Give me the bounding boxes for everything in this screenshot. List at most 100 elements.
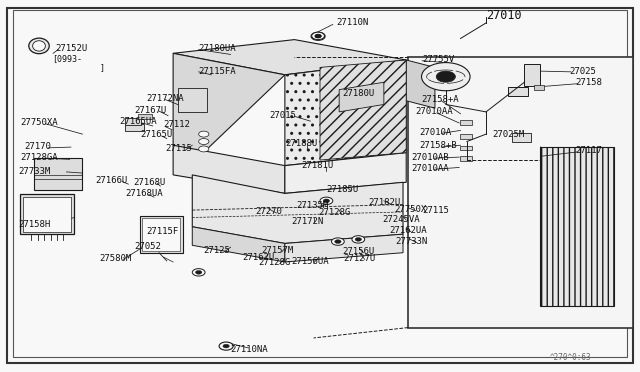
Text: 27156UA: 27156UA: [291, 257, 329, 266]
Text: 27128G: 27128G: [319, 208, 351, 217]
Bar: [534, 85, 543, 90]
Ellipse shape: [29, 38, 49, 54]
Text: 27010A: 27010A: [420, 128, 452, 137]
Text: 27115: 27115: [422, 206, 449, 215]
Circle shape: [195, 270, 202, 274]
Text: 27180U: 27180U: [342, 89, 374, 98]
Text: 27182U: 27182U: [368, 198, 400, 207]
Text: 27157M: 27157M: [261, 246, 294, 255]
Text: 27170: 27170: [24, 142, 51, 151]
Text: 27010AA: 27010AA: [412, 164, 449, 173]
Text: 27158+A: 27158+A: [421, 95, 458, 104]
Text: [0993-: [0993-: [52, 54, 82, 62]
Bar: [524, 64, 540, 86]
Text: 27010AA: 27010AA: [416, 108, 453, 116]
Polygon shape: [285, 234, 403, 262]
Text: 27015: 27015: [269, 111, 296, 120]
Text: 27168U: 27168U: [134, 178, 166, 187]
Text: 27165UA: 27165UA: [119, 118, 156, 126]
Text: 27010AB: 27010AB: [412, 153, 449, 161]
Text: 27152U: 27152U: [55, 44, 87, 53]
Circle shape: [320, 197, 333, 205]
Text: 27156U: 27156U: [342, 247, 374, 256]
Text: 27750X: 27750X: [394, 205, 426, 214]
Circle shape: [223, 344, 229, 348]
Text: 27125: 27125: [204, 246, 230, 255]
Circle shape: [355, 237, 362, 241]
Circle shape: [198, 146, 209, 152]
Text: 27165U: 27165U: [140, 130, 172, 140]
Circle shape: [192, 269, 205, 276]
Circle shape: [436, 71, 456, 82]
Bar: [461, 146, 472, 150]
Text: 27158H: 27158H: [19, 221, 51, 230]
Bar: [140, 216, 183, 253]
Bar: [143, 218, 179, 251]
Polygon shape: [192, 227, 285, 262]
Circle shape: [323, 199, 330, 203]
Bar: [461, 156, 472, 161]
Bar: [540, 147, 614, 307]
Text: 27052: 27052: [135, 242, 162, 251]
Circle shape: [198, 131, 209, 137]
Bar: [178, 88, 207, 112]
Polygon shape: [173, 53, 285, 157]
Text: 27181U: 27181U: [301, 161, 333, 170]
Polygon shape: [339, 82, 384, 112]
Text: 27750XA: 27750XA: [20, 119, 58, 128]
Bar: [138, 114, 152, 119]
Text: 27172NA: 27172NA: [147, 94, 184, 103]
Circle shape: [312, 32, 324, 39]
Polygon shape: [173, 39, 406, 75]
Circle shape: [422, 62, 470, 91]
Circle shape: [219, 342, 233, 350]
Text: 27010: 27010: [486, 9, 522, 22]
Polygon shape: [406, 60, 435, 108]
Bar: [125, 124, 145, 131]
Text: 27733M: 27733M: [19, 167, 51, 176]
Circle shape: [315, 35, 321, 38]
Bar: [34, 158, 82, 190]
Circle shape: [311, 32, 325, 40]
Text: ]: ]: [100, 63, 105, 72]
Bar: [508, 87, 527, 96]
Text: 27115F: 27115F: [147, 227, 179, 236]
Bar: [125, 118, 141, 125]
Circle shape: [332, 238, 344, 245]
Circle shape: [335, 240, 341, 243]
Ellipse shape: [33, 41, 45, 51]
Text: 27115: 27115: [166, 144, 193, 153]
Text: 27162UA: 27162UA: [389, 226, 427, 235]
Text: 27168UA: 27168UA: [125, 189, 163, 198]
Text: 27110NA: 27110NA: [230, 345, 268, 354]
Text: 27270: 27270: [255, 208, 282, 217]
Text: 27117: 27117: [575, 146, 602, 155]
Text: 27128G: 27128G: [258, 258, 291, 267]
Text: 27733N: 27733N: [396, 237, 428, 246]
Text: 27180UA: 27180UA: [198, 44, 236, 53]
Text: ^270^0:63: ^270^0:63: [550, 353, 591, 362]
Text: 27158: 27158: [575, 78, 602, 87]
Text: 27128GA: 27128GA: [20, 153, 58, 161]
Polygon shape: [285, 153, 406, 193]
Text: 27172N: 27172N: [291, 217, 323, 226]
Text: 27025: 27025: [569, 67, 596, 76]
Bar: [20, 194, 74, 234]
Text: 27245VA: 27245VA: [383, 215, 420, 224]
Text: 27135M: 27135M: [296, 201, 328, 210]
Text: 27127U: 27127U: [343, 254, 375, 263]
Bar: [461, 134, 472, 138]
Text: 27110N: 27110N: [336, 19, 368, 28]
Circle shape: [198, 138, 209, 144]
Text: 27162U: 27162U: [242, 253, 275, 262]
Text: 27167U: 27167U: [135, 106, 167, 115]
Text: 27158+B: 27158+B: [420, 141, 457, 151]
Text: 27112: 27112: [164, 121, 191, 129]
Polygon shape: [173, 145, 285, 193]
Text: 27188U: 27188U: [285, 139, 317, 148]
Text: 27166U: 27166U: [95, 176, 127, 185]
Text: 27185U: 27185U: [326, 185, 358, 194]
Circle shape: [315, 34, 321, 38]
Polygon shape: [192, 175, 403, 243]
Polygon shape: [320, 60, 406, 160]
